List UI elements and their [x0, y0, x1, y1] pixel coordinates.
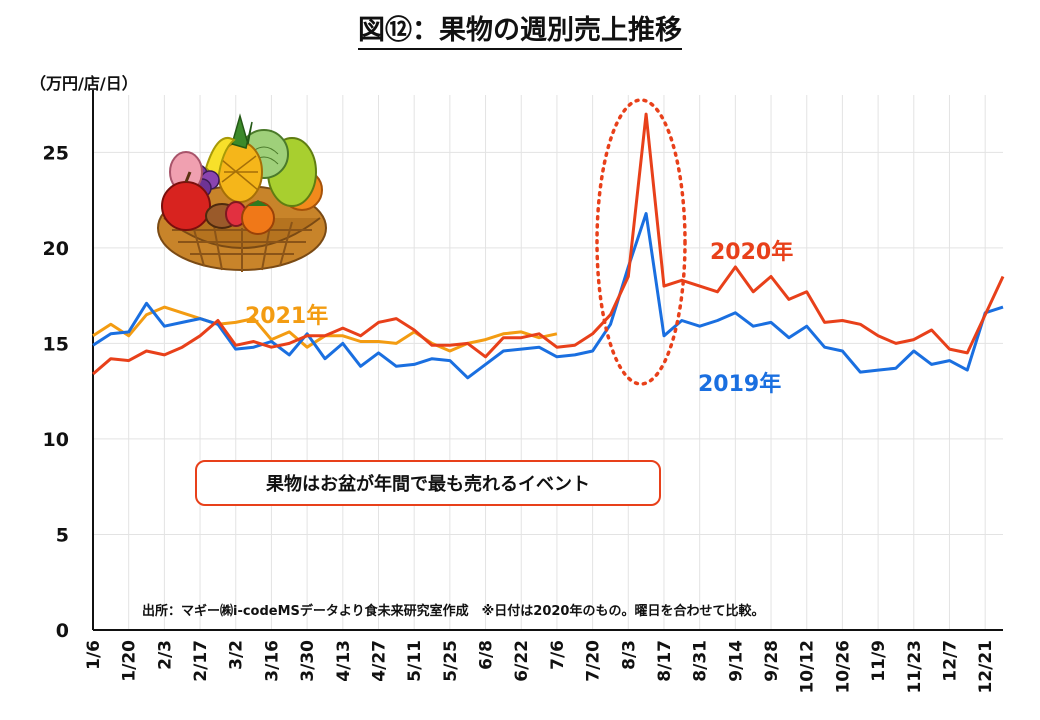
x-tick-label: 9/14	[726, 640, 746, 682]
x-tick-label: 8/17	[655, 640, 675, 682]
x-tick-label: 6/8	[477, 640, 497, 670]
x-tick-label: 5/25	[441, 640, 461, 682]
y-tick-label: 0	[56, 620, 69, 642]
x-tick-label: 3/30	[298, 640, 318, 682]
y-axis-unit: （万円/店/日）	[30, 74, 138, 93]
x-tick-label: 11/9	[869, 640, 889, 682]
x-tick-label: 3/16	[262, 640, 282, 682]
series-label-2021: 2021年	[245, 304, 329, 329]
series-line-2019	[92, 212, 1004, 380]
x-tick-label: 7/6	[548, 640, 568, 670]
x-tick-label: 11/23	[905, 640, 925, 694]
x-tick-label: 4/27	[369, 640, 389, 682]
y-tick-label: 20	[43, 238, 69, 260]
x-tick-label: 12/7	[940, 640, 960, 682]
x-tick-label: 1/6	[84, 640, 104, 670]
x-tick-label: 3/2	[227, 640, 247, 670]
y-tick-label: 25	[43, 142, 69, 164]
x-tick-label: 8/3	[619, 640, 639, 670]
source-note: 出所：マギー㈱i-codeMSデータより食未来研究室作成 ※日付は2020年のも…	[142, 604, 765, 619]
x-tick-label: 12/21	[976, 640, 996, 694]
obon-highlight-ellipse	[595, 98, 687, 386]
y-tick-label: 5	[56, 524, 69, 546]
x-tick-label: 2/3	[155, 640, 175, 670]
annotation-callout: 果物はお盆が年間で最も売れるイベント	[195, 460, 661, 506]
x-tick-label: 4/13	[334, 640, 354, 682]
x-tick-label: 8/31	[691, 640, 711, 682]
fruit-basket-illustration	[157, 113, 327, 272]
x-tick-label: 6/22	[512, 640, 532, 682]
x-tick-label: 9/28	[762, 640, 782, 682]
x-tick-label: 5/11	[405, 640, 425, 682]
y-tick-label: 15	[43, 333, 69, 355]
x-tick-label: 10/26	[833, 640, 853, 694]
series-line-2020	[92, 112, 1005, 376]
y-tick-label: 10	[43, 429, 69, 451]
x-tick-label: 1/20	[120, 640, 140, 682]
series-label-2019: 2019年	[698, 372, 782, 397]
series-label-2020: 2020年	[710, 240, 794, 265]
x-tick-label: 2/17	[191, 640, 211, 682]
chart-title: 図⑫：果物の週別売上推移	[0, 8, 1040, 50]
x-tick-label: 10/12	[798, 640, 818, 694]
x-tick-label: 7/20	[584, 640, 604, 682]
